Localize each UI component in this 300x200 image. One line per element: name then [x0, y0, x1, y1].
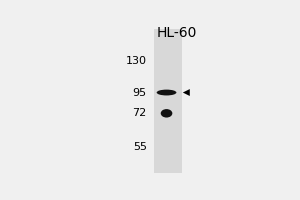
- Polygon shape: [183, 89, 190, 96]
- Text: 130: 130: [126, 56, 147, 66]
- Text: 55: 55: [133, 142, 147, 152]
- Text: 72: 72: [133, 108, 147, 118]
- Ellipse shape: [161, 109, 172, 118]
- Text: HL-60: HL-60: [157, 26, 197, 40]
- Bar: [154, 29, 182, 173]
- Ellipse shape: [157, 90, 176, 95]
- Text: 95: 95: [133, 88, 147, 98]
